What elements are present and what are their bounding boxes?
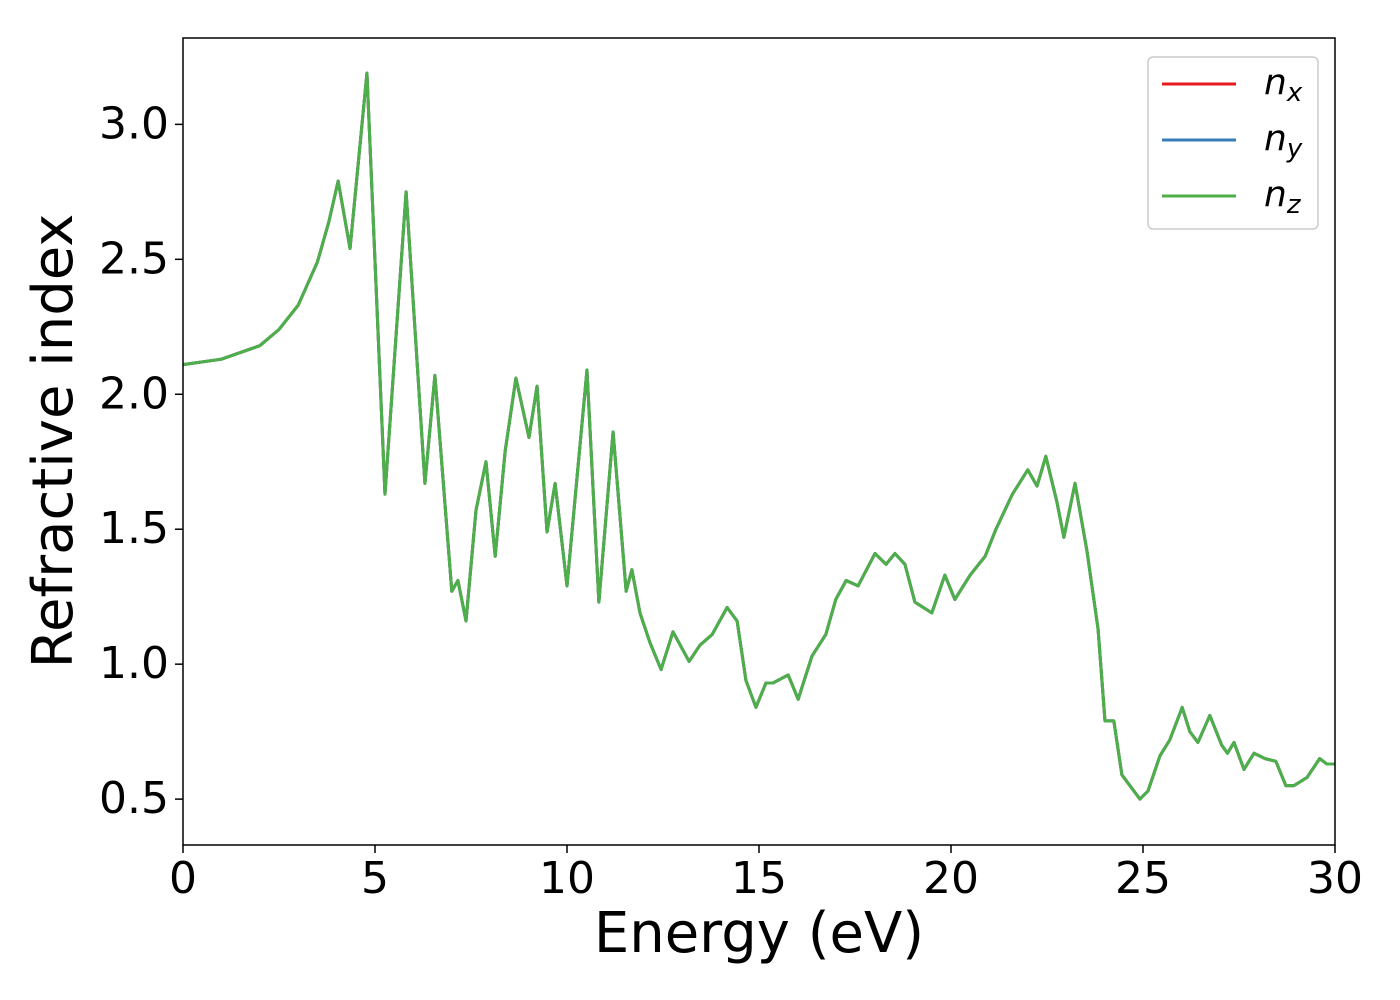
plot-frame <box>182 37 1336 846</box>
legend-box <box>1147 56 1319 230</box>
x-tick-label: 20 <box>923 853 979 904</box>
legend-label: nz <box>1264 174 1302 220</box>
y-tick-label: 1.0 <box>99 638 169 689</box>
y-tick-label: 3.0 <box>99 98 169 149</box>
x-tick-label: 0 <box>169 853 197 904</box>
x-tick-label: 15 <box>731 853 787 904</box>
legend-label: nx <box>1264 62 1303 108</box>
legend: nx ny nz <box>1147 56 1319 230</box>
x-tick-label: 5 <box>361 853 389 904</box>
y-tick-label: 2.5 <box>99 233 169 284</box>
series-line <box>182 71 1335 801</box>
y-tick-label: 2.0 <box>99 368 169 419</box>
legend-label: ny <box>1264 118 1303 164</box>
y-tick-label: 1.5 <box>99 503 169 554</box>
x-axis-label: Energy (eV) <box>594 901 924 966</box>
x-tick-label: 30 <box>1307 853 1363 904</box>
y-axis-label: Refractive index <box>21 214 86 669</box>
x-tick-label: 10 <box>539 853 595 904</box>
x-tick-label: 25 <box>1115 853 1171 904</box>
y-tick-label: 0.5 <box>99 773 169 824</box>
